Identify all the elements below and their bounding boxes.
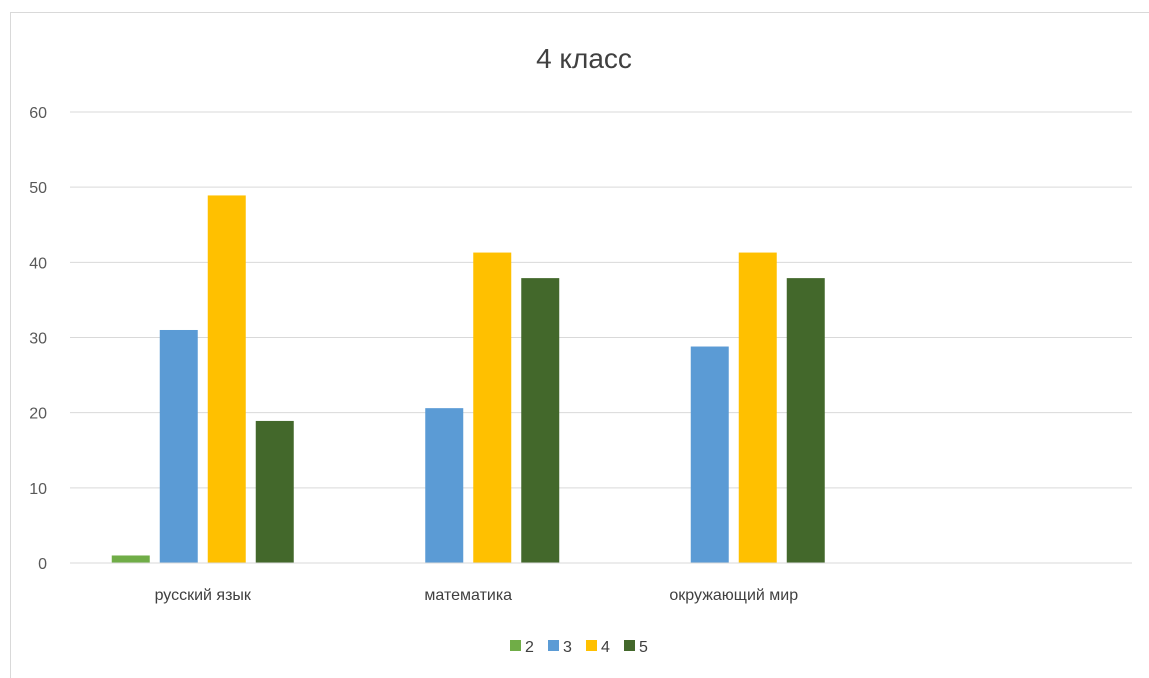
chart-frame <box>10 12 1149 678</box>
chart-title: 4 класс <box>536 43 632 74</box>
legend-label-3: 3 <box>563 639 572 656</box>
y-tick-label: 60 <box>29 105 47 122</box>
y-tick-label: 30 <box>29 331 47 348</box>
bar-series-4 <box>738 252 777 564</box>
bar-series-3 <box>690 346 729 563</box>
legend-swatch-5 <box>624 640 635 651</box>
legend-swatch-2 <box>510 640 521 651</box>
legend-label-5: 5 <box>639 639 648 656</box>
category-label: окружающий мир <box>669 587 798 604</box>
category-labels: русский язык математика окружающий мир <box>155 587 799 604</box>
y-tick-label: 50 <box>29 180 47 197</box>
y-axis-ticks: 0 10 20 30 40 50 60 <box>29 105 47 573</box>
bars <box>111 195 825 564</box>
y-tick-label: 20 <box>29 406 47 423</box>
legend-swatch-3 <box>548 640 559 651</box>
y-tick-label: 40 <box>29 255 47 272</box>
legend: 2 3 4 5 <box>510 639 648 656</box>
bar-series-5 <box>521 278 560 563</box>
bar-series-4 <box>473 252 512 564</box>
category-label: математика <box>424 587 512 604</box>
y-tick-label: 10 <box>29 481 47 498</box>
y-tick-label: 0 <box>38 556 47 573</box>
bar-series-3 <box>425 408 464 563</box>
bar-series-3 <box>159 329 198 563</box>
gridlines <box>70 111 1132 489</box>
legend-swatch-4 <box>586 640 597 651</box>
legend-label-2: 2 <box>525 639 534 656</box>
bar-series-5 <box>786 278 825 563</box>
bar-series-5 <box>255 420 294 563</box>
category-label: русский язык <box>155 587 252 604</box>
bar-series-4 <box>207 195 246 563</box>
legend-label-4: 4 <box>601 639 610 656</box>
bar-series-2 <box>111 555 150 563</box>
